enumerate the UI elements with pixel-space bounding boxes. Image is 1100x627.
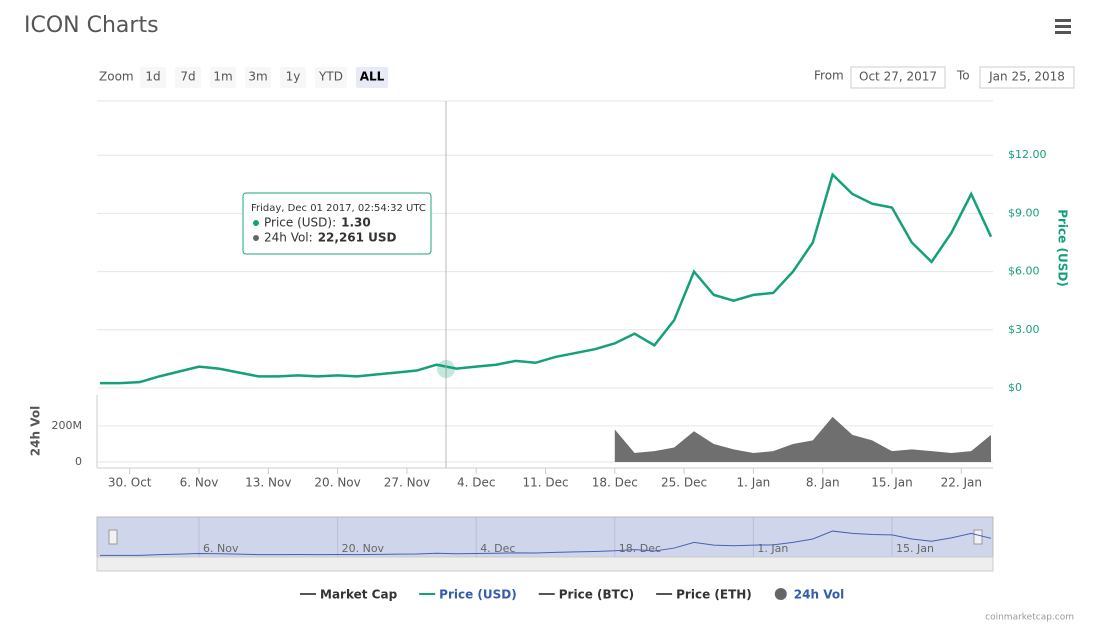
y-tick-label: $9.00 bbox=[1008, 206, 1040, 219]
legend-label[interactable]: Price (USD) bbox=[439, 588, 517, 602]
x-tick-label: 6. Nov bbox=[180, 476, 219, 490]
zoom-button-label: 7d bbox=[180, 70, 195, 84]
navigator-tick-label: 6. Nov bbox=[203, 542, 239, 555]
to-input[interactable] bbox=[979, 66, 1075, 89]
legend-label[interactable]: 24h Vol bbox=[794, 588, 844, 602]
navigator-tick-label: 4. Dec bbox=[480, 542, 515, 555]
zoom-button-label: 1m bbox=[213, 70, 232, 84]
legend-label[interactable]: Market Cap bbox=[320, 588, 398, 602]
y-tick-label: $12.00 bbox=[1008, 148, 1047, 161]
navigator-handle[interactable] bbox=[108, 529, 118, 545]
x-tick-label: 20. Nov bbox=[314, 476, 360, 490]
credit: coinmarketcap.com bbox=[985, 613, 1074, 623]
zoom-button[interactable] bbox=[356, 67, 388, 88]
zoom-button-label: ALL bbox=[360, 70, 385, 84]
zoom-button-label: YTD bbox=[318, 70, 343, 84]
x-tick-label: 11. Dec bbox=[522, 476, 568, 490]
navigator-line bbox=[100, 530, 992, 556]
from-label: From bbox=[814, 69, 844, 83]
y-tick-label: $0 bbox=[1008, 381, 1022, 394]
x-tick-label: 25. Dec bbox=[661, 476, 707, 490]
zoom-button[interactable] bbox=[280, 67, 306, 88]
price-line bbox=[100, 172, 993, 385]
y-tick-label: $3.00 bbox=[1008, 323, 1040, 336]
zoom-label: Zoom bbox=[99, 70, 134, 84]
zoom-button-label: 1y bbox=[286, 70, 301, 84]
to-value: Jan 25, 2018 bbox=[988, 70, 1065, 84]
x-tick-label: 22. Jan bbox=[941, 476, 982, 490]
x-tick-label: 30. Oct bbox=[108, 476, 152, 490]
navigator-handle[interactable] bbox=[973, 529, 983, 545]
chart-title: ICON Charts bbox=[24, 13, 159, 38]
zoom-button[interactable] bbox=[210, 67, 236, 88]
x-tick-label: 8. Jan bbox=[806, 476, 840, 490]
zoom-button-label: 3m bbox=[248, 70, 267, 84]
menu-icon[interactable] bbox=[1055, 19, 1071, 34]
from-value: Oct 27, 2017 bbox=[859, 70, 937, 84]
from-input[interactable] bbox=[850, 66, 946, 89]
navigator-tick-label: 18. Dec bbox=[619, 542, 661, 555]
x-tick-label: 4. Dec bbox=[457, 476, 495, 490]
zoom-button[interactable] bbox=[245, 67, 271, 88]
zoom-button[interactable] bbox=[140, 67, 166, 88]
tooltip bbox=[242, 192, 432, 255]
tooltip-name: 24h Vol: bbox=[264, 231, 313, 245]
y-axis-title: Price (USD) bbox=[1056, 209, 1070, 287]
x-tick-label: 13. Nov bbox=[245, 476, 291, 490]
zoom-button[interactable] bbox=[315, 67, 347, 88]
tooltip-date: Friday, Dec 01 2017, 02:54:32 UTC bbox=[251, 203, 426, 214]
x-tick-label: 18. Dec bbox=[592, 476, 638, 490]
y2-tick-label: 0 bbox=[75, 455, 82, 468]
tooltip-dot bbox=[253, 235, 259, 241]
x-tick-label: 15. Jan bbox=[871, 476, 912, 490]
tooltip-value: 22,261 USD bbox=[318, 231, 397, 245]
zoom-button-label: 1d bbox=[145, 70, 160, 84]
hover-marker bbox=[437, 360, 455, 378]
scrollbar[interactable] bbox=[96, 556, 994, 572]
y-tick-label: $6.00 bbox=[1008, 265, 1040, 278]
x-tick-label: 1. Jan bbox=[737, 476, 771, 490]
legend-symbol[interactable] bbox=[774, 588, 787, 600]
legend-label[interactable]: Price (BTC) bbox=[559, 588, 634, 602]
x-tick-label: 27. Nov bbox=[384, 476, 430, 490]
y2-tick-label: 200M bbox=[52, 419, 83, 432]
to-label: To bbox=[956, 69, 970, 83]
legend-label[interactable]: Price (ETH) bbox=[676, 588, 752, 602]
tooltip-value: 1.30 bbox=[341, 216, 371, 230]
tooltip-dot bbox=[253, 220, 259, 226]
navigator-tick-label: 20. Nov bbox=[342, 542, 385, 555]
y2-axis-title: 24h Vol bbox=[29, 406, 43, 456]
zoom-button[interactable] bbox=[175, 67, 201, 88]
navigator-tick-label: 15. Jan bbox=[896, 542, 934, 555]
tooltip-name: Price (USD): bbox=[264, 216, 336, 230]
volume-area bbox=[614, 416, 991, 462]
